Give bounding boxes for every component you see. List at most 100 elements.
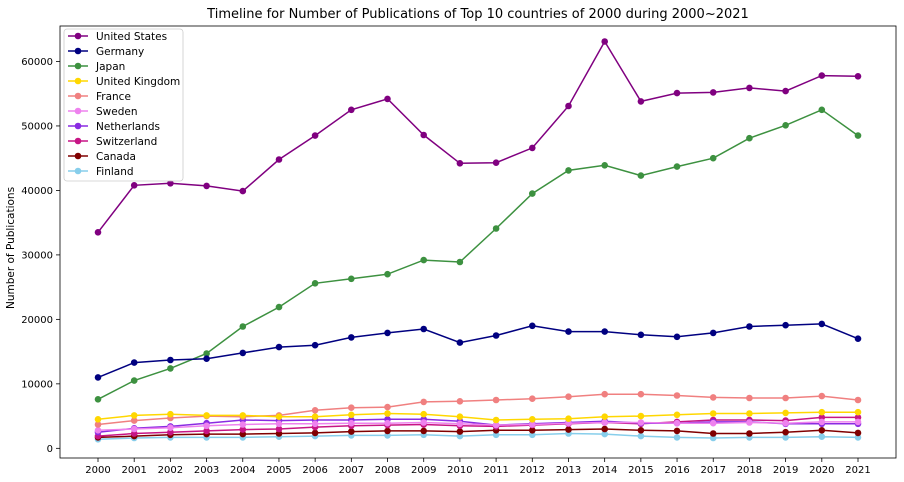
legend: United StatesGermanyJapanUnited KingdomF… xyxy=(64,29,183,181)
data-point xyxy=(348,420,355,427)
data-point xyxy=(710,420,717,427)
data-point xyxy=(819,419,826,426)
legend-marker xyxy=(75,93,82,100)
data-point xyxy=(710,89,717,96)
data-point xyxy=(638,172,645,179)
data-point xyxy=(240,323,247,330)
legend-label: Germany xyxy=(96,46,144,58)
x-tick-label: 2009 xyxy=(411,465,436,476)
data-point xyxy=(855,430,862,437)
data-point xyxy=(312,342,319,349)
data-point xyxy=(674,392,681,399)
x-tick-label: 2017 xyxy=(701,465,726,476)
data-point xyxy=(384,330,391,337)
data-point xyxy=(782,322,789,329)
data-point xyxy=(855,73,862,80)
x-tick-label: 2007 xyxy=(339,465,364,476)
data-point xyxy=(384,96,391,103)
data-point xyxy=(167,411,174,418)
series-line xyxy=(98,324,858,378)
data-point xyxy=(203,183,210,190)
data-point xyxy=(420,411,427,418)
data-point xyxy=(855,397,862,404)
data-point xyxy=(420,326,427,333)
data-point xyxy=(312,280,319,287)
y-tick-label: 20000 xyxy=(21,315,53,326)
x-tick-label: 2010 xyxy=(447,465,472,476)
data-point xyxy=(782,420,789,427)
data-point xyxy=(855,335,862,342)
data-point xyxy=(674,434,681,441)
data-point xyxy=(746,85,753,92)
data-point xyxy=(131,377,138,384)
data-point xyxy=(746,410,753,417)
data-point xyxy=(420,399,427,406)
data-point xyxy=(95,229,102,236)
data-point xyxy=(420,132,427,139)
series-united-states xyxy=(95,38,862,235)
legend-marker xyxy=(75,63,82,70)
data-point xyxy=(95,416,102,423)
data-point xyxy=(240,350,247,357)
data-point xyxy=(638,332,645,339)
data-point xyxy=(674,420,681,427)
data-point xyxy=(276,156,283,163)
y-tick-label: 40000 xyxy=(21,186,53,197)
data-point xyxy=(384,428,391,435)
data-point xyxy=(493,159,500,166)
data-point xyxy=(95,427,102,434)
x-tick-label: 2021 xyxy=(845,465,870,476)
data-point xyxy=(638,419,645,426)
data-point xyxy=(746,395,753,402)
data-point xyxy=(638,413,645,420)
data-point xyxy=(457,339,464,346)
data-point xyxy=(601,162,608,169)
data-point xyxy=(565,328,572,335)
chart-title: Timeline for Number of Publications of T… xyxy=(206,7,749,22)
data-point xyxy=(601,413,608,420)
series-line xyxy=(98,412,858,420)
data-point xyxy=(674,90,681,97)
data-point xyxy=(746,323,753,330)
x-tick-label: 2018 xyxy=(737,465,762,476)
y-tick-label: 50000 xyxy=(21,121,53,132)
legend-marker xyxy=(75,108,82,115)
data-point xyxy=(855,132,862,139)
x-axis: 2000200120022003200420052006200720082009… xyxy=(85,458,870,476)
legend-label: Sweden xyxy=(96,106,138,118)
data-point xyxy=(819,321,826,328)
legend-label: Netherlands xyxy=(96,121,160,133)
data-point xyxy=(819,409,826,416)
data-point xyxy=(746,430,753,437)
data-point xyxy=(312,407,319,414)
data-point xyxy=(348,404,355,411)
data-point xyxy=(855,409,862,416)
data-point xyxy=(819,72,826,79)
data-point xyxy=(276,421,283,428)
data-point xyxy=(782,410,789,417)
data-point xyxy=(819,433,826,440)
data-point xyxy=(312,421,319,428)
legend-marker xyxy=(75,168,82,175)
data-point xyxy=(529,416,536,423)
data-point xyxy=(312,132,319,139)
legend-marker xyxy=(75,138,82,145)
x-tick-label: 2011 xyxy=(483,465,508,476)
series-line xyxy=(98,110,858,400)
data-point xyxy=(529,145,536,152)
data-point xyxy=(529,190,536,197)
data-point xyxy=(674,428,681,435)
data-point xyxy=(312,430,319,437)
data-point xyxy=(384,404,391,411)
data-point xyxy=(710,430,717,437)
data-point xyxy=(420,428,427,435)
data-point xyxy=(674,163,681,170)
legend-label: Switzerland xyxy=(96,136,157,148)
x-tick-label: 2016 xyxy=(664,465,689,476)
data-point xyxy=(819,427,826,434)
data-point xyxy=(638,98,645,105)
legend-label: Canada xyxy=(96,151,136,163)
data-point xyxy=(457,428,464,435)
data-point xyxy=(565,426,572,433)
data-point xyxy=(457,421,464,428)
